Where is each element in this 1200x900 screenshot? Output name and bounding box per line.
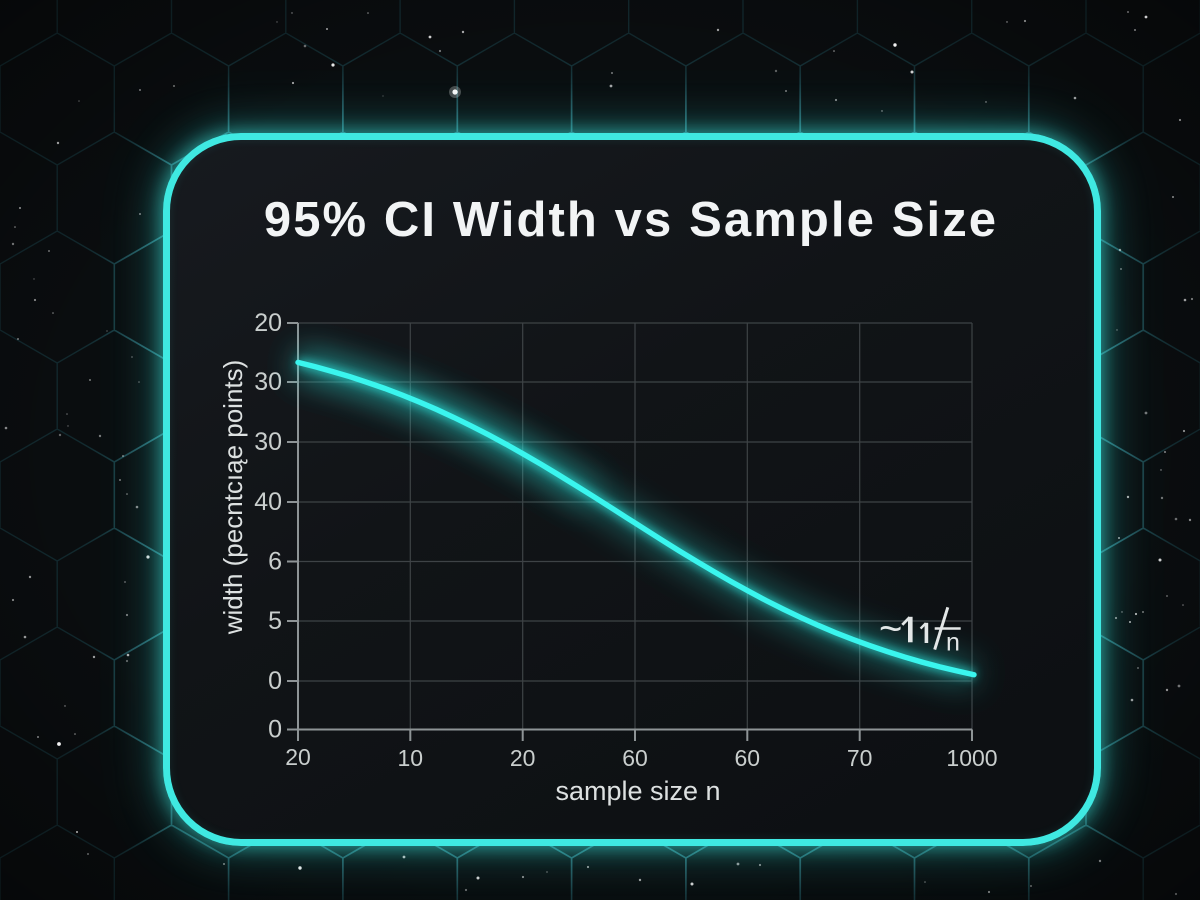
svg-text:width (pecntcıąe points): width (pecntcıąe points) — [218, 360, 248, 636]
svg-text:20: 20 — [254, 309, 282, 337]
svg-text:0: 0 — [268, 716, 282, 744]
svg-text:40: 40 — [254, 488, 282, 516]
svg-text:10: 10 — [398, 745, 424, 771]
svg-text:6: 6 — [268, 548, 282, 576]
svg-text:sample size n: sample size n — [555, 776, 720, 806]
svg-text:20: 20 — [510, 745, 536, 771]
svg-text:95% CI Width vs Sample Size: 95% CI Width vs Sample Size — [264, 193, 998, 247]
svg-text:60: 60 — [735, 745, 761, 771]
svg-text:n: n — [946, 629, 960, 657]
svg-text:60: 60 — [622, 745, 648, 771]
svg-text:0: 0 — [268, 667, 282, 695]
svg-text:~: ~ — [879, 607, 902, 651]
svg-text:1000: 1000 — [946, 745, 997, 771]
svg-text:30: 30 — [254, 368, 282, 396]
svg-text:70: 70 — [847, 745, 873, 771]
svg-text:5: 5 — [268, 607, 282, 635]
svg-text:20: 20 — [285, 744, 311, 770]
svg-text:30: 30 — [254, 428, 282, 456]
